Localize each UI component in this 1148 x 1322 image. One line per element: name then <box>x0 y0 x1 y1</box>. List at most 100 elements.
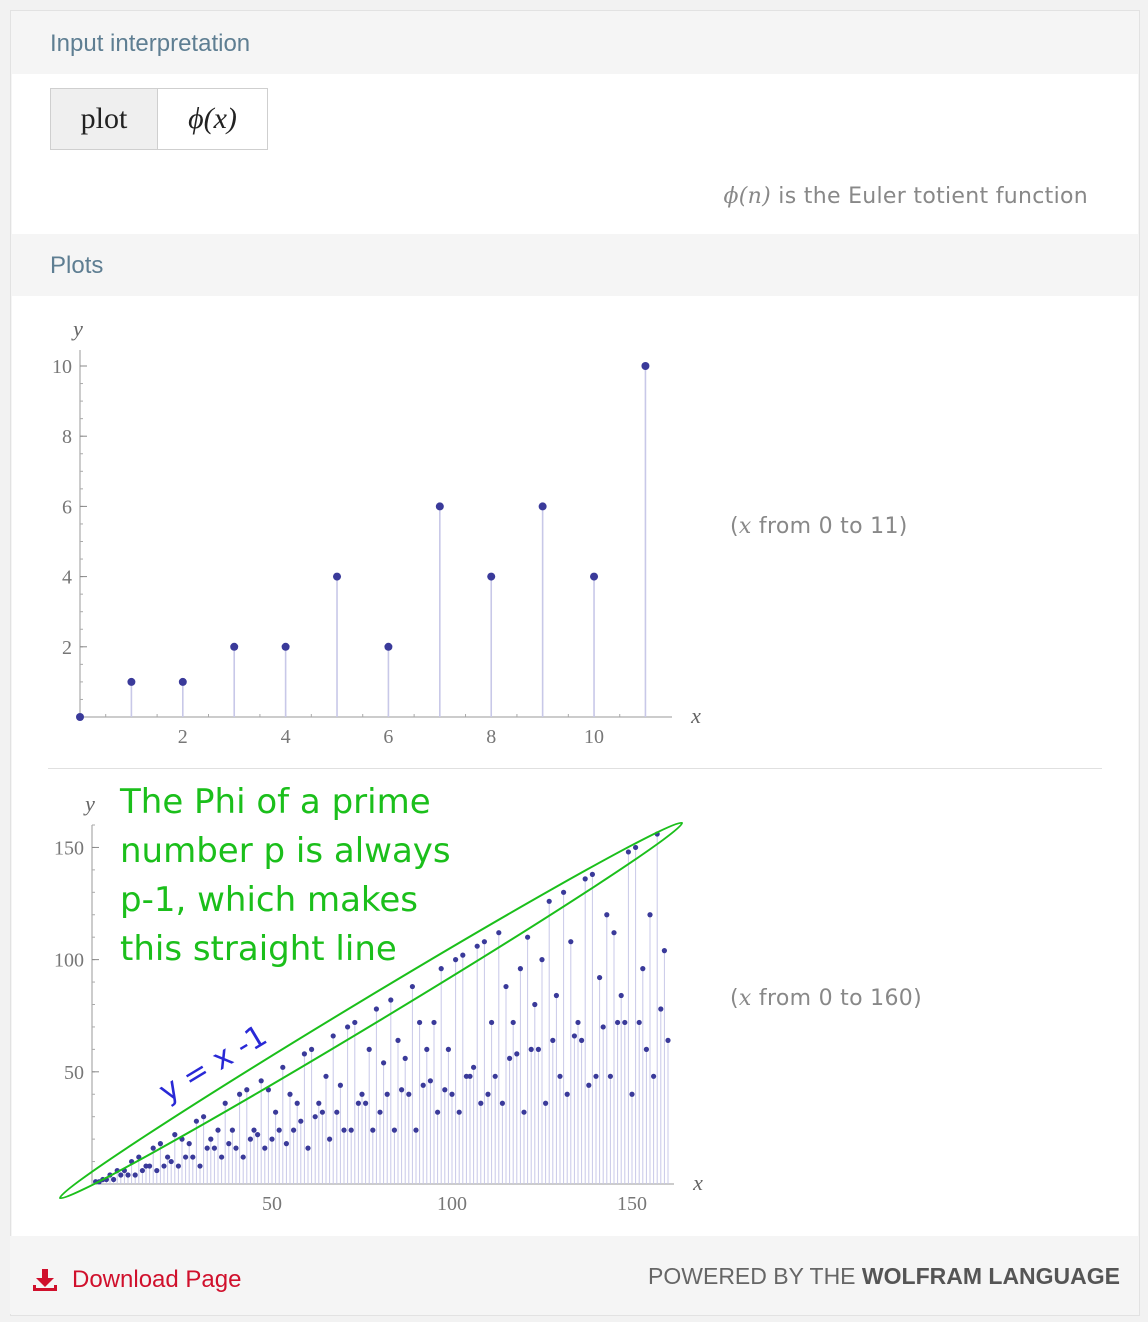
data-point <box>420 1082 426 1088</box>
data-point <box>186 1141 192 1147</box>
data-point <box>395 1037 401 1043</box>
plot1-range-x: x <box>738 514 752 539</box>
data-point <box>118 1172 124 1178</box>
data-point <box>590 572 599 581</box>
x-tick-label: 150 <box>617 1193 647 1215</box>
data-point <box>273 1109 279 1115</box>
data-point <box>298 1118 304 1124</box>
data-point <box>269 1136 275 1142</box>
data-point <box>503 983 509 990</box>
totient-note-text: is the Euler totient function <box>771 184 1088 209</box>
plots-body <box>12 296 1138 1236</box>
data-point <box>312 1114 318 1120</box>
data-point <box>193 1118 199 1124</box>
data-point <box>449 1091 455 1097</box>
data-point <box>136 1154 142 1160</box>
data-point <box>157 1141 163 1147</box>
download-page-link[interactable]: Download Page <box>32 1266 241 1294</box>
data-point <box>618 992 624 999</box>
data-point <box>276 1127 282 1133</box>
data-point <box>384 1091 390 1097</box>
data-point <box>294 1100 300 1106</box>
data-point <box>487 572 496 581</box>
plot1-range-note: (x from 0 to 11) <box>730 514 908 539</box>
data-point <box>377 1109 383 1115</box>
data-point <box>582 876 588 882</box>
data-point <box>334 1109 340 1115</box>
data-point <box>309 1046 315 1052</box>
data-point <box>366 1046 372 1052</box>
data-point <box>492 1073 498 1079</box>
data-point <box>183 1154 189 1160</box>
data-point <box>388 997 394 1003</box>
data-point <box>219 1154 225 1160</box>
data-point <box>424 1046 430 1052</box>
data-point <box>262 1145 268 1151</box>
x-tick-label: 8 <box>486 726 496 748</box>
data-point <box>384 642 393 651</box>
data-point <box>406 1091 412 1097</box>
powered-prefix: POWERED BY THE <box>648 1263 862 1289</box>
y-tick-label: 150 <box>54 837 84 859</box>
data-point <box>589 871 596 877</box>
data-point <box>463 1073 469 1079</box>
data-point <box>230 642 239 651</box>
plot-large-range: 50 100 150 50 100 150 x y y = x -1 <box>54 791 703 1215</box>
data-point <box>280 1064 286 1070</box>
x-tick-label: 10 <box>584 726 604 748</box>
plot2-range-note: (x from 0 to 160) <box>730 986 922 1011</box>
data-point <box>625 849 632 855</box>
data-point <box>165 1154 171 1160</box>
data-point <box>525 934 531 940</box>
data-point <box>132 1172 138 1178</box>
data-point <box>665 1037 671 1043</box>
data-point <box>538 502 547 511</box>
data-point <box>233 1145 239 1151</box>
data-point <box>546 898 552 904</box>
data-point <box>453 957 459 963</box>
annotation-ellipse <box>58 821 684 1200</box>
input-interpretation-title: Input interpretation <box>50 30 251 57</box>
data-point <box>553 992 560 999</box>
data-point <box>633 844 639 851</box>
data-point <box>291 1127 297 1133</box>
data-point <box>575 1019 581 1026</box>
data-point <box>643 1046 650 1052</box>
data-point <box>147 1163 153 1169</box>
data-point <box>640 966 646 972</box>
data-point <box>658 1006 664 1012</box>
data-point <box>323 1073 329 1079</box>
data-point <box>586 1082 592 1088</box>
data-point <box>557 1073 563 1079</box>
data-point <box>211 1145 217 1151</box>
interpretation-table: plot ϕ(x) <box>50 88 268 150</box>
data-point <box>175 1163 181 1169</box>
data-point <box>237 1091 243 1097</box>
data-point <box>240 1154 246 1160</box>
download-page-label: Download Page <box>72 1266 242 1293</box>
data-point <box>143 1163 149 1169</box>
data-point <box>481 939 487 945</box>
powered-brand: WOLFRAM LANGUAGE <box>861 1263 1120 1289</box>
data-point <box>391 1127 397 1133</box>
interpretation-command: plot <box>51 89 158 149</box>
data-point <box>489 1019 495 1026</box>
data-point <box>435 502 444 511</box>
x-tick-label: 50 <box>262 1193 282 1215</box>
y-tick-label: 10 <box>52 356 72 378</box>
data-point <box>201 1114 207 1120</box>
data-point <box>438 966 444 972</box>
y-tick-label: 8 <box>62 426 72 448</box>
data-point <box>255 1132 261 1138</box>
x-tick-label: 6 <box>383 726 393 748</box>
data-point <box>330 1033 336 1039</box>
data-point <box>363 1100 369 1106</box>
y-axis-label: y <box>71 316 83 341</box>
data-point <box>442 1087 448 1093</box>
data-point <box>409 983 415 990</box>
data-point <box>571 1033 578 1039</box>
data-point <box>229 1127 235 1133</box>
data-point <box>535 1046 542 1052</box>
data-point <box>615 1019 621 1026</box>
data-point <box>507 1055 513 1061</box>
